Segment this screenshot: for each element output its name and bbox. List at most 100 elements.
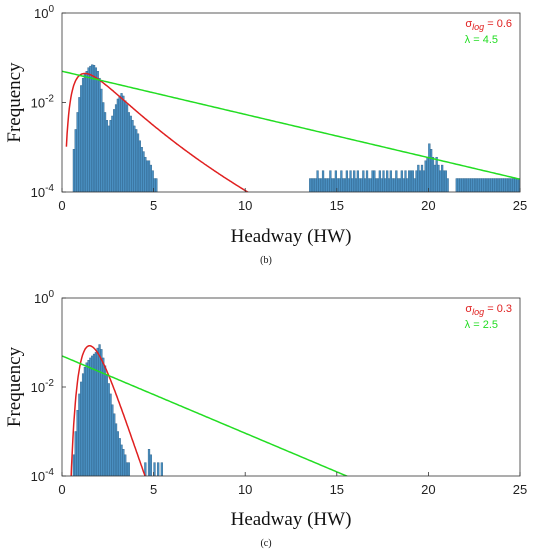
histogram-bar <box>369 178 372 192</box>
histogram-bar <box>461 178 464 192</box>
legend-lognormal: σlog = 0.6 <box>465 18 512 32</box>
histogram-bar <box>367 178 370 192</box>
histogram-bar <box>114 423 118 476</box>
x-tick-label: 0 <box>58 198 65 213</box>
histogram-bar <box>375 178 378 192</box>
histogram-bar <box>343 178 347 192</box>
histogram-bar <box>147 449 151 476</box>
histogram-bar <box>371 170 374 192</box>
histogram-bar <box>340 170 343 192</box>
histogram-bar <box>362 170 365 192</box>
histogram-bar <box>81 373 85 476</box>
histogram-bar <box>89 65 92 192</box>
legend-exponential: λ = 4.5 <box>465 34 498 46</box>
histogram-bar <box>78 393 81 476</box>
histogram-bar <box>506 178 510 192</box>
histogram-bar <box>510 178 513 192</box>
histogram-bar <box>516 178 519 192</box>
histogram-bar <box>98 77 101 192</box>
legend-exponential: λ = 2.5 <box>465 319 498 331</box>
histogram-bar <box>433 164 436 192</box>
y-axis-label: Frequency <box>4 346 25 427</box>
histogram-bar <box>87 360 90 476</box>
exponential-fit-line <box>62 70 520 180</box>
chart-panel-c: 0 5 10 15 20 25 10-4 10-2 100 Headway (HW) Frequen… <box>4 289 527 549</box>
histogram-bar <box>376 178 380 192</box>
histogram-bar <box>457 178 460 192</box>
plot-area <box>62 344 349 476</box>
histogram-bar <box>463 178 466 192</box>
histogram-bar <box>149 164 152 192</box>
histogram-bar <box>470 178 473 192</box>
histogram-bar <box>83 73 87 192</box>
histogram-bar <box>430 149 433 192</box>
histogram-bar <box>309 178 312 192</box>
histogram-bar <box>494 178 497 192</box>
histogram-bar <box>100 349 103 476</box>
histogram-bar <box>391 178 394 192</box>
y-axis-label: Frequency <box>4 62 25 143</box>
histogram-bar <box>310 178 314 192</box>
histogram-bar <box>147 160 151 192</box>
histogram-bar <box>100 88 103 192</box>
histogram-bar <box>490 178 493 192</box>
y-tick-label: 100 <box>34 4 54 21</box>
histogram-bar <box>74 129 77 192</box>
histogram-bar <box>420 164 424 192</box>
histogram-bar <box>105 375 109 476</box>
histogram-bar <box>144 156 147 192</box>
figure-caption: (c) <box>260 538 271 549</box>
histogram-bar <box>380 178 383 192</box>
y-tick-label: 10-4 <box>31 183 55 200</box>
histogram-bar <box>135 129 138 192</box>
histogram-bar <box>96 71 99 192</box>
histogram-bar <box>76 112 79 192</box>
histogram-bar <box>437 164 440 192</box>
histogram-bar <box>354 178 358 192</box>
histogram-bar <box>146 160 149 192</box>
histogram-bar <box>129 115 132 192</box>
axes-frame <box>61 297 521 477</box>
histogram-bar <box>486 178 490 192</box>
histogram-bar <box>140 147 143 192</box>
histogram-bar <box>415 170 418 192</box>
histogram-bar <box>351 178 354 192</box>
x-tick-label: 10 <box>238 482 252 497</box>
histogram-bar <box>149 454 152 476</box>
histogram-bar <box>347 178 350 192</box>
histogram-bar <box>118 438 121 476</box>
x-axis-label: Headway (HW) <box>231 226 352 247</box>
figure-caption: (b) <box>260 255 272 266</box>
histogram-bar <box>116 431 119 476</box>
histogram-bar <box>131 120 134 192</box>
histogram-bar <box>72 149 76 192</box>
histogram-bar <box>111 404 114 476</box>
histogram-bar <box>116 98 119 192</box>
histogram-bar <box>378 170 381 192</box>
y-tick-label: 100 <box>34 289 54 306</box>
histogram-bar <box>508 178 512 192</box>
histogram-bar <box>107 383 110 476</box>
histogram-bar <box>431 156 435 192</box>
histogram-bar <box>444 170 447 192</box>
histogram-bar <box>409 170 413 192</box>
histogram-bar <box>136 133 140 192</box>
histogram-bar <box>428 143 431 192</box>
x-tick-label: 25 <box>513 482 527 497</box>
histogram-bar <box>501 178 504 192</box>
histogram-bar <box>89 357 92 476</box>
histogram-bar <box>459 178 462 192</box>
histogram-bar <box>113 109 116 192</box>
histogram-bar <box>365 170 369 192</box>
histogram-bar <box>345 170 348 192</box>
histogram-bar <box>124 454 127 476</box>
histogram-bar <box>393 178 396 192</box>
y-tick-label: 10-2 <box>31 94 55 111</box>
histogram-bar <box>124 100 127 192</box>
histogram-bar <box>138 140 141 192</box>
histogram-bar <box>127 112 130 192</box>
chart-panel-b: 0 5 10 15 20 25 10-4 10-2 100 Headway (HW) Frequen… <box>4 4 527 266</box>
histogram-bar <box>103 112 107 192</box>
histogram-bar <box>325 178 328 192</box>
histogram-bar <box>417 164 420 192</box>
